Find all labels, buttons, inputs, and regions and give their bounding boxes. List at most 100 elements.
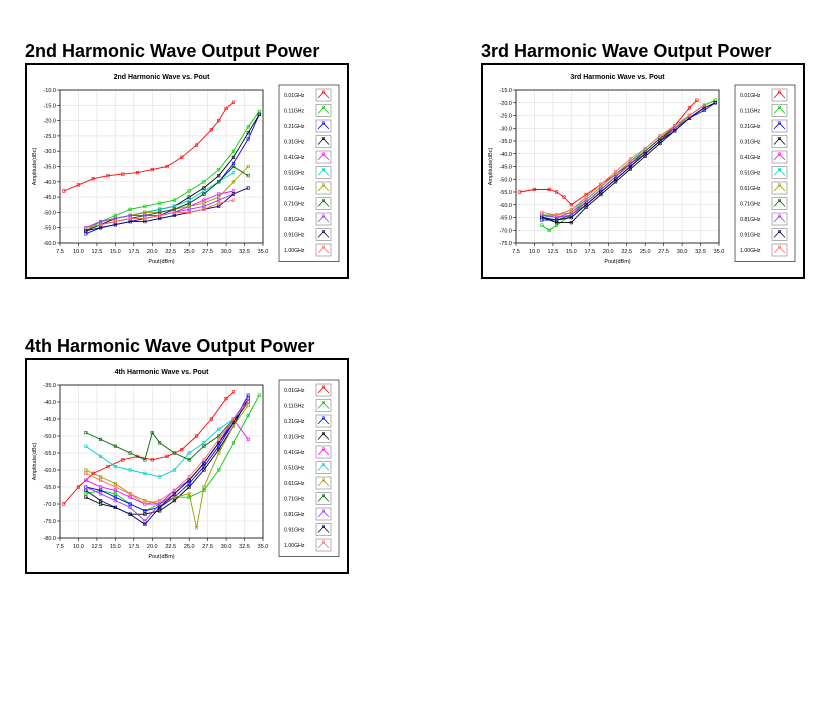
data-point — [113, 505, 117, 510]
series-line — [85, 111, 260, 232]
legend-swatch-marker — [322, 447, 325, 451]
y-tick-label: -10.0 — [43, 88, 56, 94]
data-point — [614, 170, 618, 174]
series-line — [85, 405, 249, 528]
legend-swatch-line — [317, 510, 330, 518]
data-point — [158, 502, 162, 506]
data-point — [540, 210, 544, 215]
chart-svg: 3rd Harmonic Wave vs. Pout 7.5 10.0 12.5 15.… — [488, 74, 796, 265]
data-point — [150, 167, 154, 172]
legend-swatch-line — [317, 401, 330, 409]
data-point — [76, 485, 81, 489]
data-point — [246, 186, 250, 190]
legend-swatch-box — [315, 538, 332, 552]
data-point — [187, 195, 191, 199]
data-point — [628, 157, 633, 161]
y-tick-label: -45.0 — [43, 195, 56, 201]
data-point — [194, 434, 199, 438]
data-point — [569, 203, 573, 207]
y-tick-label: -60.0 — [499, 203, 512, 209]
data-point — [202, 189, 206, 193]
data-point — [658, 134, 662, 138]
legend-swatch-box — [315, 399, 332, 412]
series-line — [541, 107, 705, 221]
y-tick-label: -35.0 — [499, 139, 512, 145]
x-tick-label: 7.5 — [512, 249, 520, 255]
data-point — [135, 171, 140, 175]
data-point — [84, 492, 88, 496]
data-point — [246, 437, 250, 441]
data-point — [143, 502, 147, 506]
data-point — [246, 131, 250, 135]
legend-swatch-marker — [322, 416, 325, 420]
data-point — [143, 499, 147, 503]
series-line — [85, 398, 249, 515]
data-point — [202, 461, 206, 465]
data-point — [62, 502, 66, 506]
legend-swatch-line — [773, 246, 786, 254]
data-point — [202, 441, 206, 445]
legend-swatch-marker — [778, 214, 781, 218]
data-point — [143, 471, 147, 475]
data-point — [643, 147, 647, 151]
legend-swatch-box — [771, 119, 788, 133]
legend-label: 0.81GHz — [284, 512, 305, 518]
legend-swatch-box — [315, 166, 332, 179]
data-point — [187, 495, 191, 499]
legend-label: 0.11GHz — [740, 109, 760, 115]
data-point — [194, 143, 199, 147]
data-point — [172, 198, 177, 202]
legend-swatch-marker — [322, 214, 325, 218]
legend-label: 0.91GHz — [740, 233, 761, 239]
chart-title: 4th Harmonic Wave vs. Pout — [115, 369, 210, 376]
data-point — [187, 485, 191, 489]
legend-label: 0.11GHz — [284, 109, 304, 115]
data-point — [202, 485, 206, 489]
legend-swatch-box — [315, 523, 332, 536]
legend-swatch-box — [771, 212, 788, 226]
legend: 0.01GHz 0.11GHz 0.21GHz 0.31GHz 0.41GHz 0.51G… — [278, 379, 340, 557]
legend-label: 0.11GHz — [284, 404, 304, 410]
data-point — [99, 485, 103, 489]
chart-svg: 4th Harmonic Wave vs. Pout 7.5 10.0 12.5 15.… — [32, 369, 340, 560]
series-line — [85, 401, 249, 525]
chart-panel-4th-harmonic: 4th Harmonic Wave vs. Pout 7.5 10.0 12.5 15.… — [25, 358, 349, 574]
data-point — [246, 164, 250, 169]
data-point — [172, 488, 177, 493]
x-axis-label: Pout(dBm) — [148, 554, 174, 560]
data-point — [84, 485, 88, 489]
legend-swatch-line — [773, 199, 786, 207]
series-line — [541, 104, 705, 216]
legend-swatch-marker — [778, 199, 781, 202]
legend-label: 0.61GHz — [740, 186, 761, 192]
data-point — [158, 201, 162, 205]
data-point — [231, 420, 236, 424]
legend-swatch-box — [771, 166, 788, 179]
data-point — [202, 468, 206, 472]
data-point — [231, 390, 236, 394]
y-tick-label: -40.0 — [499, 152, 512, 158]
data-point — [84, 431, 88, 435]
series-line — [85, 401, 249, 505]
data-point — [614, 177, 618, 181]
legend-label: 1.00GHz — [284, 543, 305, 549]
legend-swatch-marker — [322, 540, 325, 544]
data-point — [202, 207, 206, 211]
data-point — [217, 180, 221, 184]
data-point — [143, 522, 147, 527]
x-tick-label: 12.5 — [548, 249, 559, 255]
legend-swatch-marker — [322, 478, 325, 482]
data-point — [143, 216, 147, 221]
data-point — [202, 192, 206, 196]
series-line — [85, 394, 249, 512]
chart-panel-3rd-harmonic: 3rd Harmonic Wave vs. Pout 7.5 10.0 12.5 15.… — [481, 63, 805, 279]
data-point — [187, 492, 191, 496]
data-point — [128, 207, 132, 211]
data-point — [62, 189, 66, 193]
series-line — [541, 102, 716, 221]
data-point — [628, 164, 633, 169]
data-point — [113, 499, 117, 503]
data-point — [217, 118, 221, 123]
data-point — [158, 441, 162, 445]
data-point — [172, 468, 177, 472]
